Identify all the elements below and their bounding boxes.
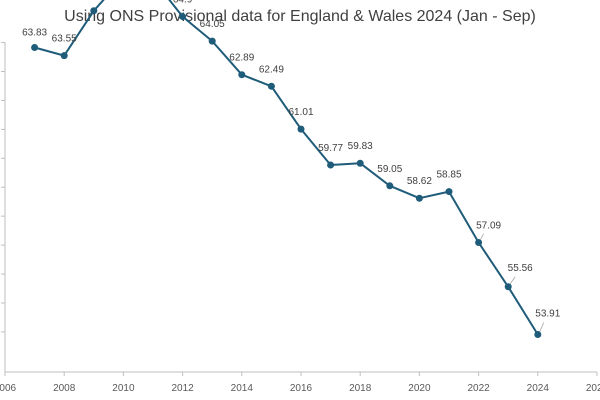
label-leader: [509, 276, 516, 284]
chart-title: Using ONS Provisional data for England &…: [64, 8, 536, 25]
data-point-2012: [179, 13, 187, 21]
data-point-2007: [31, 44, 39, 52]
data-label-2022: 57.09: [476, 221, 501, 232]
data-label-2019: 59.05: [377, 164, 402, 175]
data-point-2022: [475, 239, 483, 247]
data-label-2016: 61.01: [288, 107, 313, 118]
data-point-2016: [297, 125, 305, 133]
data-point-2014: [238, 71, 246, 79]
x-tick-label: 2012: [171, 383, 194, 394]
data-label-2008: 63.55: [52, 34, 77, 45]
data-label-2015: 62.49: [259, 64, 284, 75]
data-label-2007: 63.83: [22, 28, 47, 39]
x-tick-label: 2014: [231, 383, 254, 394]
x-tick-label: 2016: [290, 383, 313, 394]
data-point-2018: [356, 159, 364, 167]
data-label-2012: 64.9: [173, 0, 193, 6]
data-point-2019: [386, 182, 394, 190]
data-point-2013: [208, 37, 216, 45]
label-leader: [480, 233, 484, 240]
data-label-2024: 53.91: [535, 309, 560, 320]
x-axis: 2006 2008 2010 2012 2014 2016 2018 2020 2022 2024…: [0, 371, 600, 394]
data-point-2015: [267, 82, 275, 90]
y-axis: [1, 42, 6, 372]
data-label-2014: 62.89: [229, 53, 254, 64]
data-label-2020: 58.62: [407, 176, 432, 187]
x-tick-label: 2024: [527, 383, 550, 394]
x-tick-label: 2010: [112, 383, 135, 394]
x-tick-label: 2022: [467, 383, 490, 394]
label-leader: [539, 322, 545, 332]
data-label-2013: 64.05: [200, 19, 225, 30]
data-label-2018: 59.83: [348, 141, 373, 152]
data-point-2020: [415, 194, 423, 202]
x-tick-label: 2020: [408, 383, 431, 394]
series-line: [31, 0, 542, 338]
data-point-2021: [445, 188, 453, 196]
data-label-2017: 59.77: [318, 143, 343, 154]
data-point-2009: [90, 7, 98, 15]
x-tick-label: 2018: [349, 383, 372, 394]
x-tick-label: 2008: [53, 383, 76, 394]
data-point-2008: [60, 52, 68, 60]
data-labels: 63.8363.5565.166.2566.1964.964.0562.8962…: [22, 0, 561, 332]
data-point-2023: [504, 283, 512, 291]
data-point-2024: [534, 331, 542, 338]
data-label-2023: 55.56: [508, 263, 533, 274]
data-label-2021: 58.85: [436, 170, 461, 181]
series-polyline: [34, 0, 539, 336]
data-point-2017: [327, 161, 335, 169]
x-tick-label: 2006: [0, 383, 17, 394]
